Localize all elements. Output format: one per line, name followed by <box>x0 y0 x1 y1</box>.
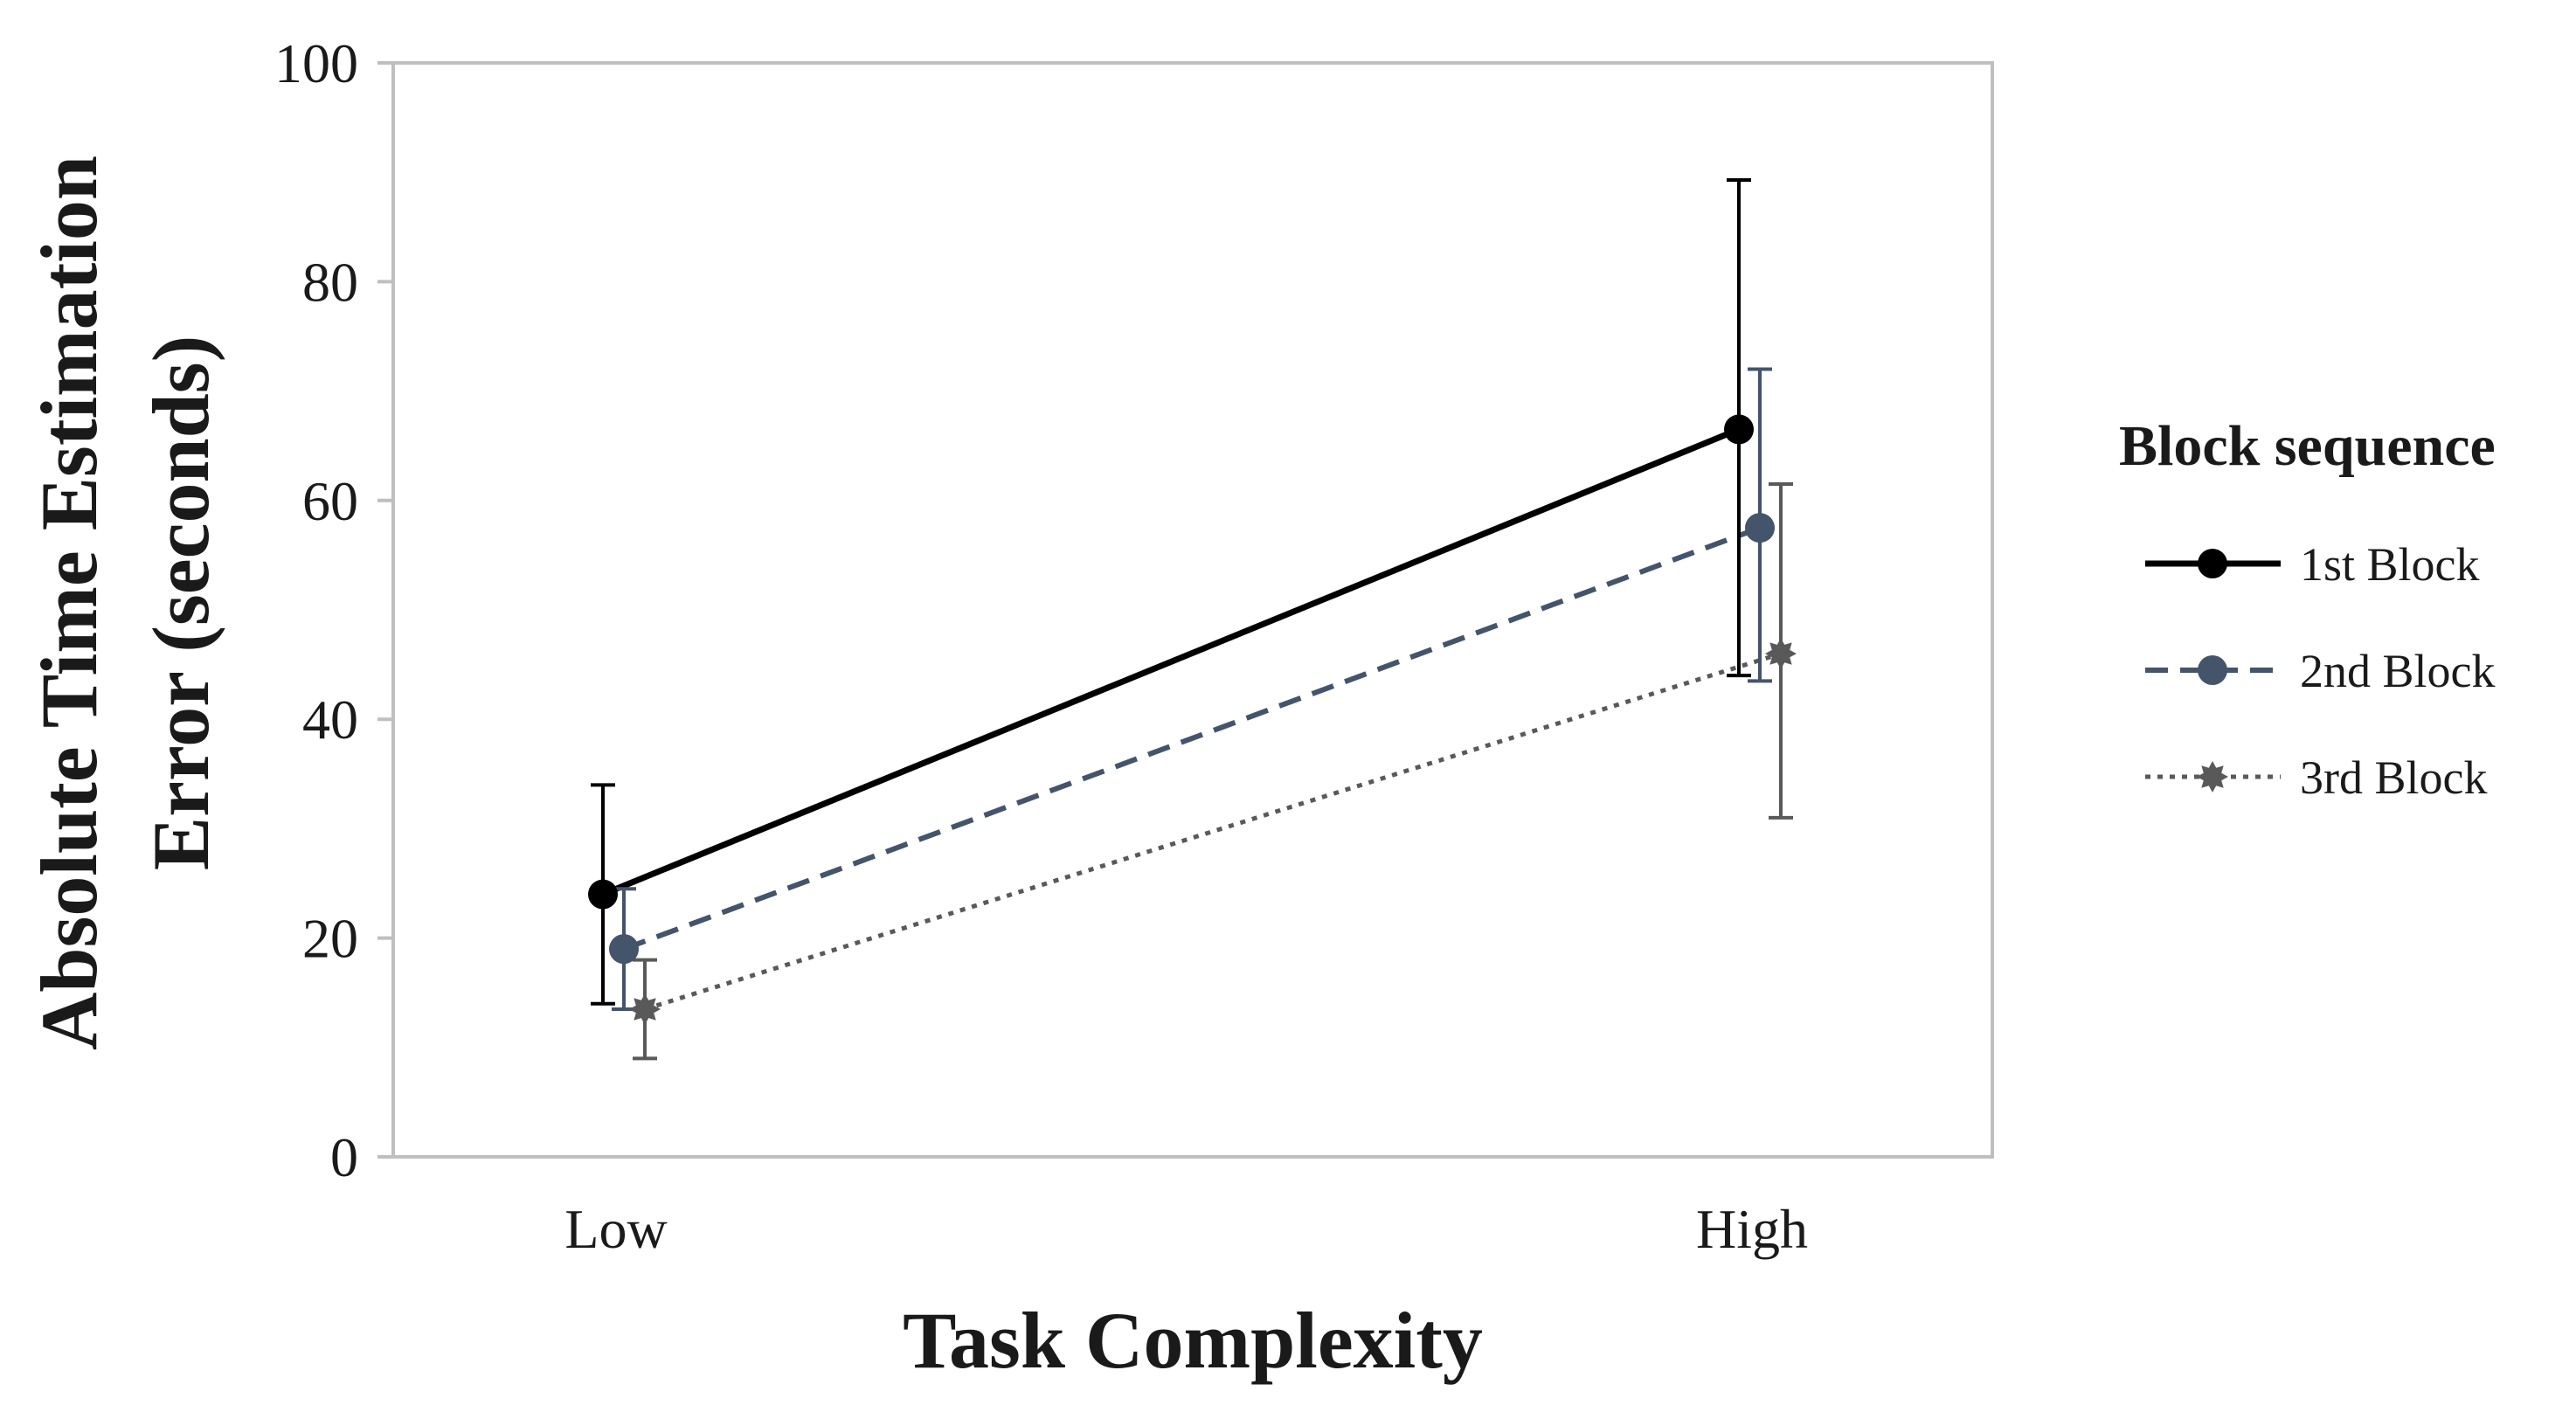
legend-item: 2nd Block <box>2145 645 2496 697</box>
x-tick-label: Low <box>564 1198 667 1260</box>
series-line-3 <box>644 651 1782 1012</box>
data-point <box>629 993 661 1025</box>
series-line-1 <box>601 426 1741 897</box>
legend-item: 1st Block <box>2145 538 2480 591</box>
y-tick-label: 40 <box>302 689 358 751</box>
legend-item: 3rd Block <box>2145 751 2487 804</box>
y-tick-label: 0 <box>330 1126 358 1188</box>
plot-area <box>391 61 1994 1159</box>
legend: Block sequence 1st Block 2nd Block 3rd Blo… <box>2119 414 2496 804</box>
y-axis-ticks: 0 20 40 60 80 100 <box>274 32 393 1188</box>
y-tick-label: 80 <box>302 251 358 313</box>
data-point <box>588 879 618 910</box>
legend-marker <box>2198 549 2227 578</box>
data-point <box>1724 414 1754 445</box>
legend-items: 1st Block 2nd Block 3rd Block <box>2145 538 2496 804</box>
y-tick-label: 60 <box>302 470 358 532</box>
marker-layer <box>588 414 1797 1025</box>
x-tick-label: High <box>1696 1198 1808 1260</box>
legend-marker <box>2197 761 2228 792</box>
legend-marker <box>2198 655 2227 685</box>
legend-title: Block sequence <box>2119 414 2496 478</box>
y-tick-label: 20 <box>302 908 358 970</box>
legend-label: 1st Block <box>2300 538 2480 591</box>
x-axis-ticks: Low High <box>564 1198 1808 1260</box>
legend-label: 3rd Block <box>2300 751 2487 804</box>
legend-label: 2nd Block <box>2300 645 2496 697</box>
data-point <box>609 934 639 965</box>
y-tick-label: 100 <box>274 32 358 94</box>
x-axis-title: Task Complexity <box>903 1296 1483 1385</box>
y-axis-title-line1: Absolute Time Estimation <box>24 156 114 1050</box>
series-layer <box>601 426 1782 1012</box>
data-point <box>1745 513 1775 543</box>
data-point <box>1765 638 1797 670</box>
series-line-2 <box>622 525 1762 952</box>
y-axis-title-line2: Error (seconds) <box>136 336 225 870</box>
